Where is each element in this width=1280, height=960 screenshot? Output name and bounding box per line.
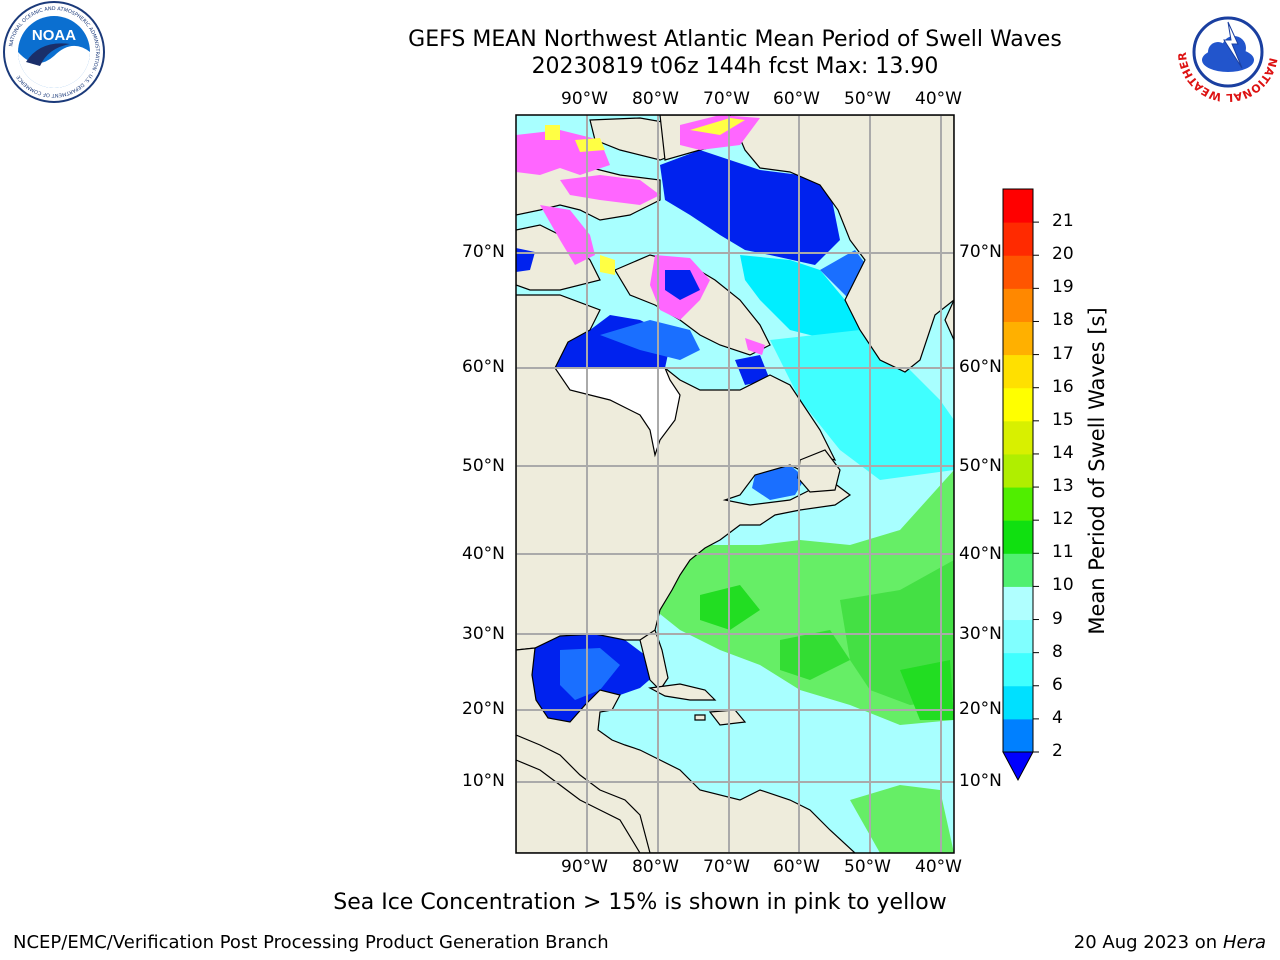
lon-label-bottom-40w: 40°W [915,857,962,877]
colorbar-tick-label: 9 [1052,608,1063,629]
lat-label-right-20n: 20°N [959,699,1002,719]
map-frame [515,114,955,854]
lon-label-top-70w: 70°W [703,89,750,109]
lat-label-right-60n: 60°N [959,357,1002,377]
lon-label-top-40w: 40°W [915,89,962,109]
lat-label-left-60n: 60°N [462,357,505,377]
colorbar-tick-label: 16 [1052,376,1074,397]
noaa-logo: NOAA NATIONAL OCEANIC AND ATMOSPHERIC AD… [3,1,105,103]
lat-label-left-70n: 70°N [462,242,505,262]
colorbar-segment [1003,387,1033,422]
colorbar-tick-label: 20 [1052,244,1074,265]
lat-label-right-30n: 30°N [959,624,1002,644]
colorbar-under-arrow [1002,751,1034,782]
lat-label-right-40n: 40°N [959,544,1002,564]
sea-ice-note: Sea Ice Concentration > 15% is shown in … [333,890,947,915]
colorbar-segment [1003,586,1033,621]
colorbar-segment [1003,652,1033,687]
colorbar-tick-label: 17 [1052,343,1074,364]
colorbar [1002,188,1039,782]
lon-label-top-90w: 90°W [561,89,608,109]
lon-label-bottom-70w: 70°W [703,857,750,877]
lon-label-top-50w: 50°W [844,89,891,109]
colorbar-segment [1003,288,1033,322]
gridlines [516,115,954,853]
colorbar-segment [1003,354,1033,389]
lon-label-bottom-90w: 90°W [561,857,608,877]
colorbar-tick-label: 13 [1052,476,1074,497]
colorbar-segment [1003,420,1033,455]
lon-label-bottom-50w: 50°W [844,857,891,877]
colorbar-tick-label: 10 [1052,575,1074,596]
lat-label-left-50n: 50°N [462,456,505,476]
nws-logo: NATIONAL WEATHER SERVICE [1176,0,1280,104]
lat-label-left-30n: 30°N [462,624,505,644]
colorbar-segment [1003,487,1033,521]
lat-label-right-70n: 70°N [959,242,1002,262]
lat-label-left-10n: 10°N [462,771,505,791]
colorbar-segment [1003,255,1033,289]
colorbar-tick-label: 14 [1052,442,1074,463]
colorbar-tick-label: 18 [1052,310,1074,331]
colorbar-tick-label: 11 [1052,542,1074,563]
lon-label-bottom-60w: 60°W [773,857,820,877]
colorbar-segment [1003,553,1033,587]
colorbar-tick-label: 8 [1052,641,1063,662]
colorbar-segment [1003,619,1033,654]
lat-label-right-10n: 10°N [959,771,1002,791]
lon-label-bottom-80w: 80°W [632,857,679,877]
colorbar-segment [1003,321,1033,356]
date-stamp: 20 Aug 2023 on Hera [1074,932,1266,953]
colorbar-tick-label: 21 [1052,211,1074,232]
colorbar-tick-label: 15 [1052,409,1074,430]
chart-subtitle: 20230819 t06z 144h fcst Max: 13.90 [531,54,939,79]
colorbar-segment [1003,685,1033,720]
chart-title: GEFS MEAN Northwest Atlantic Mean Period… [408,27,1062,52]
noaa-logo-text: NOAA [32,27,76,44]
colorbar-tick-label: 19 [1052,277,1074,298]
lat-label-left-40n: 40°N [462,544,505,564]
date-text: 20 Aug 2023 on [1073,932,1218,953]
lon-label-top-80w: 80°W [632,89,679,109]
lon-label-top-60w: 60°W [773,89,820,109]
colorbar-tick-label: 4 [1052,707,1063,728]
colorbar-segment [1003,453,1033,488]
colorbar-tick-label: 2 [1052,741,1063,761]
colorbar-frame [1002,188,1034,753]
baffin-bay-region [660,150,840,265]
colorbar-tick-label: 6 [1052,674,1063,695]
colorbar-segment [1003,222,1033,256]
colorbar-segment [1003,718,1033,753]
machine-name: Hera [1222,932,1266,953]
colorbar-segment [1003,189,1033,223]
colorbar-tick-label: 12 [1052,509,1074,530]
lat-label-right-50n: 50°N [959,456,1002,476]
sea-ice-region [516,115,765,355]
colorbar-title: Mean Period of Swell Waves [s] [1085,307,1109,635]
credit-text: NCEP/EMC/Verification Post Processing Pr… [13,932,609,953]
colorbar-segment [1003,520,1033,554]
lat-label-left-20n: 20°N [462,699,505,719]
